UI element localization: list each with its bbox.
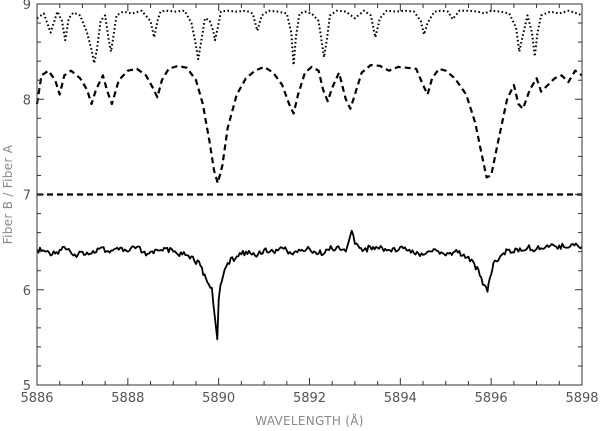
axes-group: 5886 5888 5890 5892 5894 5896 5898 5 6 7 8 9 bbox=[20, 0, 598, 406]
y-tick-label: 9 bbox=[23, 0, 31, 13]
x-tick-label: 5894 bbox=[384, 391, 417, 406]
x-tick-label: 5892 bbox=[293, 391, 326, 406]
x-tick-label: 5888 bbox=[111, 391, 144, 406]
plot-series-group bbox=[35, 9, 583, 341]
y-tick-label: 8 bbox=[23, 93, 31, 108]
y-axis-label: Fiber B / Fiber A bbox=[1, 144, 15, 244]
x-axis-label: WAVELENGTH (Å) bbox=[255, 413, 364, 428]
x-tick-label: 5898 bbox=[565, 391, 598, 406]
y-tick-label: 5 bbox=[23, 379, 31, 394]
x-tick-label: 5890 bbox=[202, 391, 235, 406]
x-tick-label: 5886 bbox=[20, 391, 53, 406]
x-tick-label: 5896 bbox=[475, 391, 508, 406]
spectrum-series-solid bbox=[36, 229, 583, 341]
y-tick-label: 7 bbox=[23, 189, 31, 204]
spectrum-series-dashed bbox=[35, 63, 583, 185]
spectrum-series-dotted bbox=[36, 9, 583, 66]
y-tick-label: 6 bbox=[23, 284, 31, 299]
